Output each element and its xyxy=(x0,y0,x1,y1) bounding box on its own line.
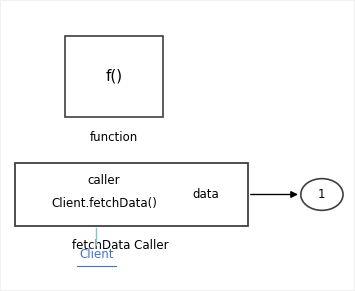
Text: f(): f() xyxy=(105,69,123,84)
Text: 1: 1 xyxy=(318,188,326,201)
Text: fetchData Caller: fetchData Caller xyxy=(72,239,168,252)
Ellipse shape xyxy=(301,179,343,210)
Text: data: data xyxy=(193,188,219,201)
FancyBboxPatch shape xyxy=(16,163,248,226)
Text: Client: Client xyxy=(79,248,114,261)
Text: function: function xyxy=(90,131,138,144)
FancyBboxPatch shape xyxy=(65,36,163,117)
Text: Client.fetchData(): Client.fetchData() xyxy=(51,197,157,210)
Text: caller: caller xyxy=(87,174,120,187)
